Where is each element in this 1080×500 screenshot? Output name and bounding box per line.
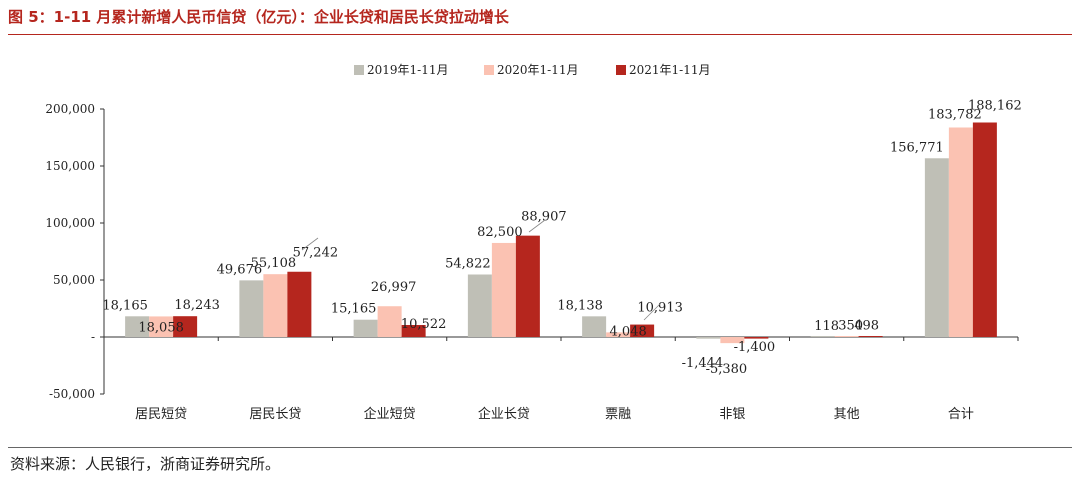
data-label: 26,997 [371, 280, 417, 295]
legend-swatch [484, 65, 494, 75]
data-label: 54,822 [445, 257, 491, 272]
bar [720, 337, 745, 344]
figure-title: 图 5：1-11 月累计新增人民币信贷（亿元）：企业长贷和居民长贷拉动增长 [8, 8, 509, 26]
y-tick-label: -50,000 [49, 387, 95, 401]
bar [744, 337, 769, 339]
bar [606, 332, 631, 337]
bar [972, 122, 997, 337]
bar [948, 127, 973, 337]
data-label: 183,782 [928, 107, 982, 122]
bar [810, 336, 835, 337]
y-tick-label: 200,000 [45, 102, 95, 116]
x-category-label: 其他 [834, 407, 860, 422]
bar [582, 316, 607, 337]
data-label: 350 [838, 319, 863, 334]
legend-label: 2019年1-11月 [367, 63, 449, 77]
leader-line [528, 219, 546, 233]
data-label: -1,444 [682, 356, 724, 371]
x-category-label: 非银 [719, 407, 745, 422]
bar [858, 336, 883, 337]
data-label: 18,138 [557, 298, 603, 313]
bar [924, 158, 949, 337]
data-label: 55,108 [251, 256, 297, 271]
x-category-label: 企业短贷 [364, 406, 416, 422]
bar [239, 280, 264, 337]
data-label: 4,048 [610, 324, 647, 339]
source-divider [8, 447, 1072, 448]
data-label: -1,400 [734, 340, 776, 355]
bar [263, 274, 288, 337]
data-label: 49,676 [217, 262, 263, 277]
legend-label: 2020年1-11月 [497, 63, 579, 77]
title-divider [8, 34, 1072, 35]
data-label: -5,380 [706, 362, 748, 377]
x-category-label: 居民长贷 [249, 407, 301, 422]
data-label: 188,162 [968, 98, 1022, 113]
y-tick-label: 150,000 [45, 159, 95, 173]
data-label: 18,243 [174, 298, 220, 313]
bar [834, 336, 859, 337]
data-label: 156,771 [890, 140, 944, 155]
bar [401, 325, 426, 337]
bar [491, 242, 516, 337]
bar [696, 337, 721, 339]
bar [467, 274, 492, 337]
data-label: 88,907 [521, 210, 567, 225]
bar [630, 324, 655, 337]
bar [515, 235, 540, 337]
legend-swatch [616, 65, 626, 75]
x-category-label: 票融 [605, 407, 631, 422]
legend-swatch [354, 65, 364, 75]
leader-line [643, 303, 661, 321]
bar [377, 306, 402, 337]
data-label: 15,165 [331, 302, 377, 317]
data-label: 82,500 [477, 225, 523, 240]
data-label: 498 [854, 318, 879, 333]
leader-line [301, 237, 319, 251]
bar [125, 316, 150, 337]
data-label: 18,165 [102, 298, 148, 313]
source-note: 资料来源：人民银行，浙商证券研究所。 [10, 455, 281, 473]
data-label: 118 [814, 319, 839, 334]
x-category-label: 合计 [948, 407, 974, 422]
x-category-label: 居民短贷 [135, 407, 187, 422]
data-label: 18,058 [138, 320, 184, 335]
bar [173, 316, 198, 337]
data-label: 57,242 [293, 246, 339, 261]
x-category-label: 企业长贷 [478, 406, 530, 422]
y-tick-label: 100,000 [45, 216, 95, 230]
y-tick-label: - [91, 330, 95, 344]
legend-label: 2021年1-11月 [629, 63, 711, 77]
bar [149, 316, 174, 337]
bar [287, 271, 312, 337]
data-label: 10,913 [637, 301, 683, 316]
y-tick-label: 50,000 [53, 273, 95, 287]
bar [353, 319, 378, 337]
data-label: 10,522 [401, 317, 447, 332]
